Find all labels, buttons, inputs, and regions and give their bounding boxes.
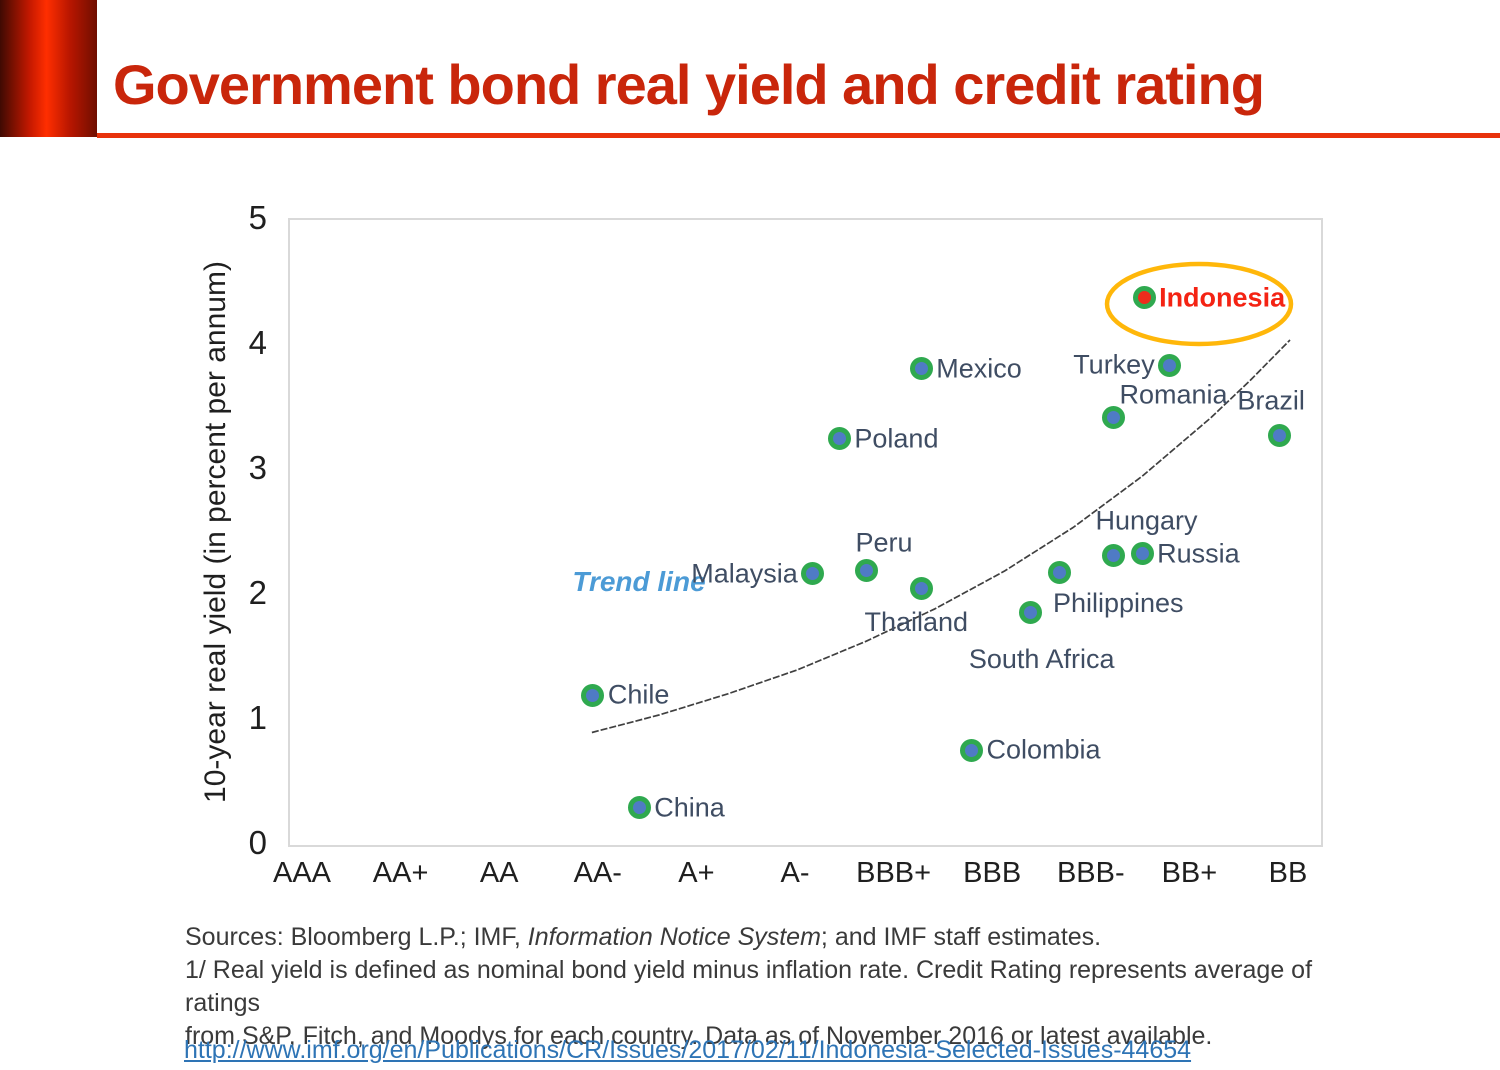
x-tick-bb-: BB+	[1161, 857, 1218, 889]
trend-line	[591, 339, 1291, 734]
data-point-chile	[581, 683, 605, 707]
data-label-mexico: Mexico	[936, 353, 1022, 384]
trend-line-label: Trend line	[572, 566, 706, 597]
y-tick-0: 0	[248, 824, 267, 861]
data-point-mexico	[909, 357, 933, 381]
x-tick-a-: A-	[780, 857, 810, 889]
footnote-line-3: from S&P, Fitch, and Moodys for each cou…	[185, 1022, 1213, 1050]
y-tick-5: 5	[248, 199, 267, 236]
data-point-russia	[1130, 542, 1154, 566]
source-notes: Sources: Bloomberg L.P.; IMF, Informatio…	[185, 921, 1325, 1053]
data-label-malaysia: Malaysia	[691, 558, 798, 589]
x-tick-aa-: AA-	[573, 857, 622, 889]
data-label-south-africa: South Africa	[968, 643, 1115, 674]
data-label-china: China	[654, 791, 725, 822]
y-axis-ticks: 5 4 3 2 1 0	[163, 185, 267, 1032]
data-label-poland: Poland	[854, 423, 939, 454]
data-point-hungary	[1102, 543, 1125, 567]
data-point-romania	[1102, 406, 1125, 429]
data-point-philippines	[1047, 561, 1071, 584]
x-tick-a-: A+	[678, 857, 715, 889]
data-label-colombia: Colombia	[986, 734, 1101, 765]
x-tick-bbb-: BBB-	[1056, 857, 1125, 889]
x-tick-aaa: AAA	[272, 857, 332, 889]
data-point-indonesia	[1132, 286, 1156, 309]
data-label-hungary: Hungary	[1095, 505, 1198, 536]
data-label-philippines: Philippines	[1052, 587, 1184, 618]
x-tick-bb: BB	[1268, 857, 1308, 889]
data-point-thailand	[909, 577, 933, 601]
data-point-poland	[827, 427, 851, 451]
x-tick-bbb: BBB	[963, 857, 1022, 889]
data-point-brazil	[1267, 423, 1291, 447]
data-point-china	[627, 796, 651, 819]
data-label-chile: Chile	[607, 679, 670, 710]
source-line-1-suffix: ; and IMF staff estimates.	[820, 923, 1102, 951]
data-label-turkey: Turkey	[1073, 349, 1155, 380]
page-title: Government bond real yield and credit ra…	[113, 53, 1265, 116]
y-tick-3: 3	[248, 449, 267, 486]
data-point-malaysia	[801, 562, 825, 586]
source-line-1-prefix: Sources: Bloomberg L.P.; IMF,	[185, 923, 528, 951]
data-label-indonesia: Indonesia	[1159, 281, 1286, 312]
chart-card: 10-year real yield (in percent per annum…	[163, 185, 1338, 1050]
data-point-colombia	[960, 738, 984, 762]
x-tick-aa: AA	[479, 857, 519, 889]
footnote-line-2: 1/ Real yield is defined as nominal bond…	[185, 956, 1313, 1017]
data-label-brazil: Brazil	[1237, 385, 1305, 416]
data-label-romania: Romania	[1119, 379, 1228, 410]
data-label-thailand: Thailand	[864, 606, 969, 637]
title-underline	[97, 133, 1500, 138]
data-point-south-africa	[1019, 601, 1043, 624]
data-label-peru: Peru	[855, 527, 913, 558]
red-accent-bar	[0, 0, 97, 137]
data-label-russia: Russia	[1157, 538, 1240, 569]
plot-area: Trend line Chile China Malaysia Poland Peru T…	[288, 218, 1323, 847]
trend-and-annotation-layer	[591, 261, 1294, 734]
y-tick-1: 1	[248, 699, 267, 736]
x-tick-bbb-: BBB+	[856, 857, 932, 889]
data-point-turkey	[1158, 353, 1182, 377]
source-link[interactable]: http://www.imf.org/en/Publications/CR/Is…	[184, 1036, 1192, 1064]
x-tick-aa-: AA+	[372, 857, 429, 889]
source-line-1: Sources: Bloomberg L.P.; IMF, Informatio…	[185, 921, 1325, 954]
source-line-1-italic: Information Notice System	[527, 923, 821, 951]
y-tick-2: 2	[248, 574, 267, 611]
data-point-peru	[854, 558, 878, 582]
y-tick-4: 4	[248, 324, 267, 361]
x-axis-ticks: AAA AA+ AA AA- A+ A- BBB+ BBB BBB- BB+ BB	[273, 857, 1319, 897]
indonesia-highlight-ellipse	[1104, 261, 1294, 347]
